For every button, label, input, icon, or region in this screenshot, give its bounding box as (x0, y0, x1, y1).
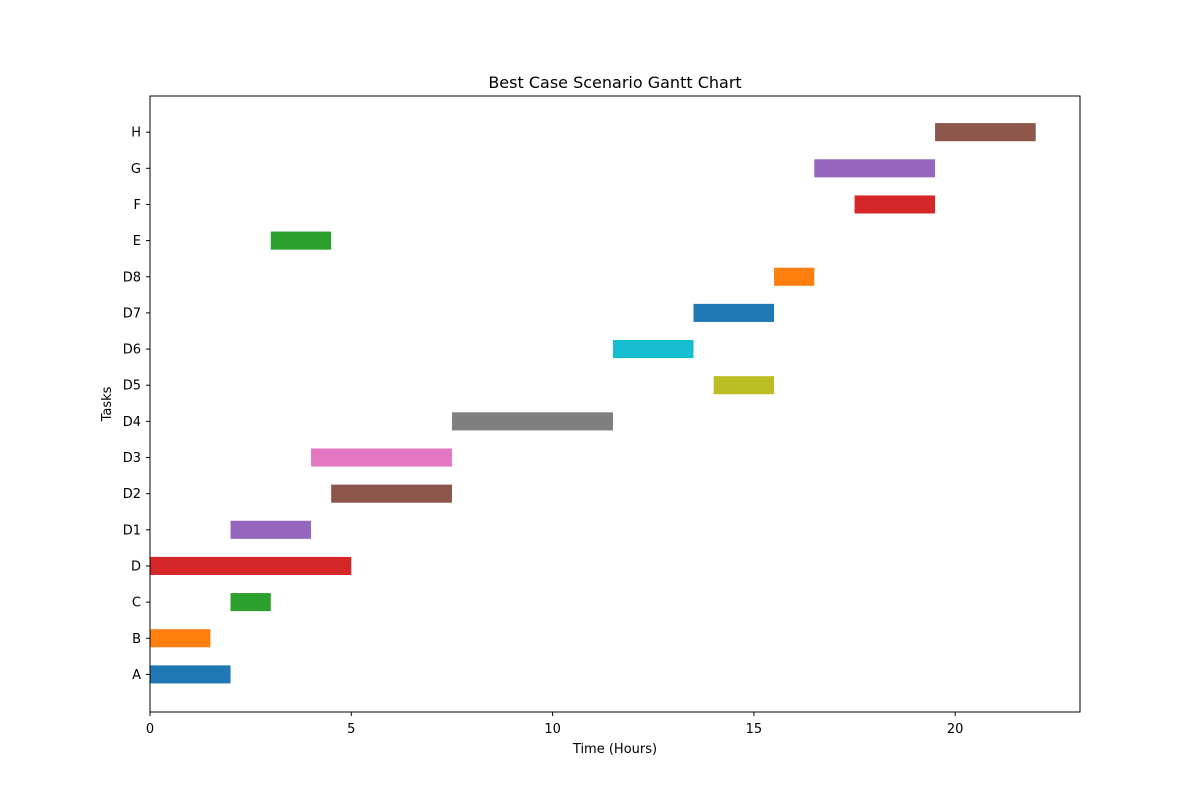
y-tick-label-d2: D2 (123, 487, 141, 502)
y-tick-label-d7: D7 (123, 306, 141, 321)
y-tick-label-d3: D3 (123, 451, 141, 466)
y-tick-label-f: F (134, 198, 141, 213)
y-tick-label-h: H (131, 126, 141, 141)
x-tick-label-5: 5 (347, 722, 355, 737)
y-tick-label-g: G (131, 162, 141, 177)
x-tick-label-15: 15 (746, 722, 763, 737)
y-tick-label-d8: D8 (123, 270, 141, 285)
gantt-bar-d2 (331, 484, 452, 503)
y-tick-label-e: E (133, 234, 141, 249)
gantt-bar-f (854, 195, 936, 214)
gantt-bar-d1 (230, 520, 312, 539)
y-tick-label-d: D (131, 559, 141, 574)
x-axis: 0 5 10 15 20 (146, 712, 964, 737)
x-tick-label-20: 20 (947, 722, 964, 737)
gantt-bar-c (230, 593, 271, 612)
chart-title: Best Case Scenario Gantt Chart (488, 73, 741, 92)
y-axis-label: Tasks (100, 386, 115, 422)
gantt-bar-d7 (693, 303, 775, 322)
y-tick-label-b: B (132, 632, 141, 647)
gantt-bar-e (270, 231, 332, 250)
bars-layer (150, 123, 1036, 684)
gantt-bar-d3 (311, 448, 452, 467)
y-tick-label-c: C (132, 596, 141, 611)
gantt-bar-d4 (451, 412, 613, 431)
y-tick-label-a: A (132, 668, 141, 683)
plot-area-frame (149, 95, 1081, 713)
x-axis-label: Time (Hours) (572, 742, 657, 757)
gantt-bar-d8 (774, 267, 815, 286)
gantt-bar-a (150, 665, 231, 684)
y-tick-label-d4: D4 (123, 415, 141, 430)
gantt-bar-g (814, 159, 936, 178)
gantt-bar-d5 (713, 376, 775, 395)
y-tick-label-d5: D5 (123, 379, 141, 394)
gantt-bar-d6 (612, 340, 694, 359)
gantt-bar-d (150, 556, 352, 575)
x-tick-label-0: 0 (146, 722, 154, 737)
y-axis: A B C D D1 D2 D3 D4 D5 D6 D7 D8 E F G H (123, 126, 150, 683)
gantt-bar-b (150, 629, 211, 648)
gantt-bar-h (935, 123, 1036, 142)
y-tick-label-d1: D1 (123, 523, 141, 538)
x-tick-label-10: 10 (544, 722, 561, 737)
y-tick-label-d6: D6 (123, 343, 141, 358)
